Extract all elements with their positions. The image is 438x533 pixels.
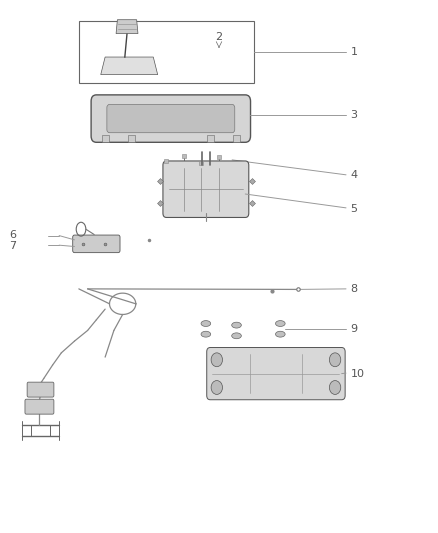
Bar	[128, 135, 135, 142]
Bar	[207, 135, 214, 142]
Bar	[233, 135, 240, 142]
Circle shape	[211, 381, 223, 394]
Text: 3: 3	[350, 110, 357, 120]
FancyBboxPatch shape	[91, 95, 251, 142]
Polygon shape	[101, 57, 158, 75]
Text: 9: 9	[350, 324, 357, 334]
Text: 10: 10	[350, 369, 364, 379]
Bar	[79, 21, 254, 83]
Circle shape	[211, 353, 223, 367]
FancyBboxPatch shape	[207, 348, 345, 400]
FancyBboxPatch shape	[73, 235, 120, 253]
FancyBboxPatch shape	[107, 104, 235, 133]
Text: 2: 2	[215, 33, 223, 42]
Ellipse shape	[232, 333, 241, 339]
FancyBboxPatch shape	[25, 399, 54, 414]
Ellipse shape	[276, 320, 285, 326]
Polygon shape	[116, 20, 138, 34]
Text: 6: 6	[9, 230, 16, 239]
Ellipse shape	[232, 322, 241, 328]
Text: 1: 1	[350, 47, 357, 57]
Ellipse shape	[276, 331, 285, 337]
Circle shape	[329, 381, 341, 394]
Ellipse shape	[201, 320, 211, 326]
Bar	[102, 135, 109, 142]
Circle shape	[329, 353, 341, 367]
Text: 5: 5	[350, 204, 357, 214]
Text: 8: 8	[350, 284, 357, 294]
Text: 7: 7	[9, 241, 16, 251]
Text: 4: 4	[350, 170, 357, 180]
Ellipse shape	[201, 331, 211, 337]
FancyBboxPatch shape	[27, 382, 54, 397]
FancyBboxPatch shape	[163, 161, 249, 217]
